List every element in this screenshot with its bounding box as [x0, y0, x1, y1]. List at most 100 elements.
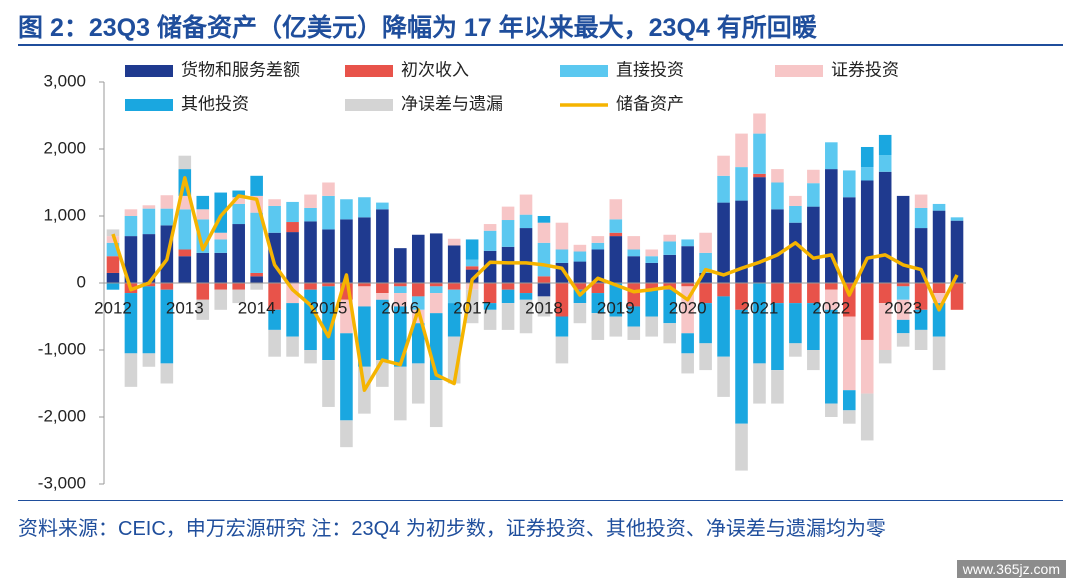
bar-segment: [429, 283, 443, 287]
bar-segment: [860, 146, 874, 168]
bar-segment: [214, 239, 228, 253]
bar-segment: [124, 353, 138, 387]
bar-segment: [142, 208, 156, 235]
legend-label: 直接投资: [616, 60, 684, 79]
bar-segment: [106, 229, 120, 237]
bar-segment: [483, 230, 497, 251]
x-tick-label: 2015: [310, 298, 348, 317]
x-tick-label: 2014: [238, 298, 276, 317]
bar-segment: [896, 319, 910, 334]
bar-segment: [358, 306, 371, 367]
bar-segment: [124, 293, 138, 354]
bar-segment: [304, 221, 317, 283]
bar-segment: [429, 286, 443, 294]
bar-segment: [447, 289, 461, 304]
bar-segment: [735, 200, 748, 283]
bar-segment: [771, 370, 784, 404]
bar-segment: [160, 195, 174, 209]
legend-swatch: [125, 65, 173, 77]
bar-segment: [717, 356, 730, 397]
bar-segment: [411, 363, 425, 404]
bar-segment: [842, 316, 856, 391]
bar-segment: [268, 283, 281, 310]
bar-segment: [232, 203, 245, 225]
legend-label: 储备资产: [616, 94, 684, 113]
bar-segment: [411, 323, 425, 364]
bar-segment: [501, 303, 515, 330]
bar-segment: [268, 232, 281, 283]
bar-segment: [914, 228, 928, 283]
bar-segment: [250, 272, 263, 277]
bar-segment: [519, 228, 533, 283]
bar-segment: [735, 133, 748, 168]
bar-segment: [627, 249, 641, 257]
bar-segment: [214, 232, 228, 240]
bar-segment: [447, 283, 461, 290]
legend-label: 初次收入: [401, 60, 469, 79]
bar-segment: [106, 283, 120, 290]
bar-segment: [896, 283, 910, 287]
bar-segment: [537, 276, 551, 283]
bar-segment: [429, 293, 443, 314]
bar-segment: [950, 283, 964, 310]
bar-segment: [196, 209, 210, 220]
bar-segment: [394, 366, 407, 421]
y-tick-label: 1,000: [43, 205, 86, 224]
bar-segment: [232, 190, 245, 198]
x-tick-label: 2013: [166, 298, 204, 317]
bar-segment: [591, 242, 605, 250]
bar-segment: [860, 167, 874, 181]
bar-segment: [878, 303, 892, 350]
bar-segment: [789, 283, 802, 304]
bar-segment: [878, 171, 892, 283]
bar-segment: [250, 276, 263, 283]
bar-segment: [842, 390, 856, 411]
bar-segment: [573, 283, 587, 290]
bar-segment: [340, 219, 353, 283]
bar-segment: [376, 293, 389, 300]
bar-segment: [789, 303, 802, 344]
bar-segment: [753, 113, 766, 134]
bar-segment: [663, 234, 676, 242]
bar-segment: [932, 283, 946, 294]
bar-segment: [753, 283, 766, 364]
bar-segment: [304, 207, 317, 222]
bar-segment: [609, 219, 623, 233]
legend-swatch: [560, 65, 608, 77]
x-tick-label: 2019: [597, 298, 635, 317]
x-tick-label: 2020: [669, 298, 707, 317]
bar-segment: [322, 283, 335, 287]
bar-segment: [483, 303, 497, 310]
bar-segment: [896, 333, 910, 347]
bar-segment: [214, 252, 228, 283]
bar-segment: [645, 283, 659, 290]
bar-segment: [932, 336, 946, 371]
x-tick-label: 2022: [812, 298, 850, 317]
bar-segment: [645, 316, 659, 337]
bar-segment: [340, 199, 353, 220]
bar-segment: [807, 350, 820, 371]
bar-segment: [932, 203, 946, 211]
bar-segment: [519, 194, 533, 215]
bar-segment: [878, 155, 892, 172]
bar-segment: [394, 283, 407, 287]
bar-segment: [304, 289, 317, 350]
bar-segment: [825, 289, 838, 310]
bar-segment: [286, 303, 299, 337]
bar-segment: [699, 252, 712, 273]
bar-segment: [232, 224, 245, 283]
bar-segment: [160, 289, 174, 364]
bar-segment: [753, 363, 766, 404]
bar-segment: [717, 202, 730, 283]
bar-segment: [771, 169, 784, 183]
bar-segment: [807, 283, 820, 304]
bar-segment: [896, 299, 910, 320]
bar-segment: [483, 224, 497, 231]
bar-segment: [609, 199, 623, 220]
bar-segment: [537, 242, 551, 277]
bar-segment: [196, 283, 210, 300]
bar-segment: [106, 272, 120, 283]
bar-segment: [142, 286, 156, 354]
bar-segment: [232, 197, 245, 204]
bar-segment: [914, 194, 928, 208]
